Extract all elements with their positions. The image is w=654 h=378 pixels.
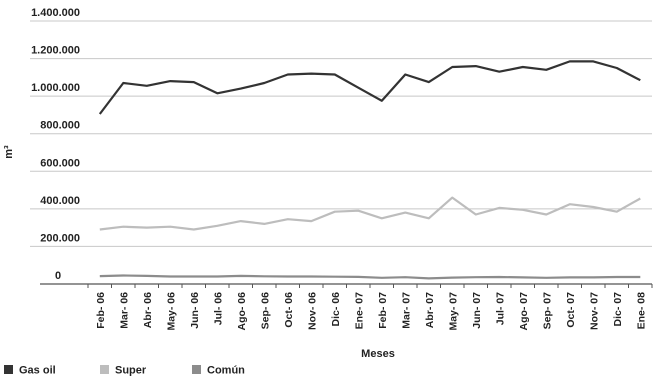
- y-tick-label: 200.000: [40, 232, 80, 244]
- x-tick-label: Dic- 06: [330, 292, 342, 327]
- series-lines: [98, 60, 641, 280]
- legend-swatch: [192, 365, 201, 374]
- y-tick-label: 1.200.000: [31, 45, 80, 57]
- y-tick-label: 400.000: [40, 195, 80, 207]
- y-tick-label: 0: [55, 270, 61, 282]
- x-axis-label: Meses: [361, 348, 395, 360]
- series-line-común: [99, 274, 641, 280]
- legend-swatch: [4, 365, 13, 374]
- x-tick-label: Ene- 07: [353, 292, 365, 330]
- x-tick-label: Dic- 07: [612, 292, 624, 327]
- x-axis-ticks: Feb- 06 Mar- 06 Abr- 06 May- 06 Jun- 06 Jul- …: [87, 284, 653, 331]
- x-tick-label: Feb- 06: [95, 292, 107, 329]
- x-tick-label: Jul- 06: [212, 292, 224, 325]
- x-tick-label: Jun- 07: [471, 292, 483, 329]
- x-tick-label: Oct- 06: [283, 292, 295, 328]
- x-tick-label: Nov- 06: [306, 292, 318, 330]
- x-tick-label: May- 07: [447, 292, 459, 331]
- legend-label: Común: [207, 365, 245, 377]
- gridlines: [30, 20, 652, 285]
- x-tick-label: Ago- 07: [518, 292, 530, 331]
- series-line-super: [99, 196, 641, 231]
- x-tick-label: Feb- 07: [377, 292, 389, 329]
- series-line-gas-oil: [98, 60, 641, 115]
- x-tick-label: Sep- 06: [259, 292, 271, 330]
- legend-label: Gas oil: [19, 365, 56, 377]
- x-tick-label: Abr- 07: [424, 292, 436, 328]
- legend-label: Super: [115, 365, 147, 377]
- x-tick-label: Ene- 08: [635, 292, 647, 330]
- x-tick-label: Ago- 06: [236, 292, 248, 331]
- legend-swatch: [100, 365, 109, 374]
- x-tick-label: Nov- 07: [588, 292, 600, 330]
- x-tick-label: Mar- 07: [400, 292, 412, 329]
- x-tick-label: May- 06: [165, 292, 177, 331]
- y-axis-label: m³: [3, 145, 15, 159]
- x-tick-label: Mar- 06: [118, 292, 130, 329]
- x-tick-label: Oct- 07: [565, 292, 577, 328]
- x-tick-label: Sep- 07: [541, 292, 553, 330]
- y-axis-ticks: 0 200.000 400.000 600.000 800.000 1.000.000 1.…: [31, 7, 80, 282]
- x-tick-label: Jun- 06: [189, 292, 201, 329]
- y-tick-label: 600.000: [40, 157, 80, 169]
- y-tick-label: 1.400.000: [31, 7, 80, 19]
- y-tick-label: 800.000: [40, 120, 80, 132]
- x-tick-label: Abr- 06: [142, 292, 154, 328]
- legend: Gas oil Super Común: [4, 365, 245, 377]
- y-tick-label: 1.000.000: [31, 82, 80, 94]
- x-tick-label: Jul- 07: [494, 292, 506, 325]
